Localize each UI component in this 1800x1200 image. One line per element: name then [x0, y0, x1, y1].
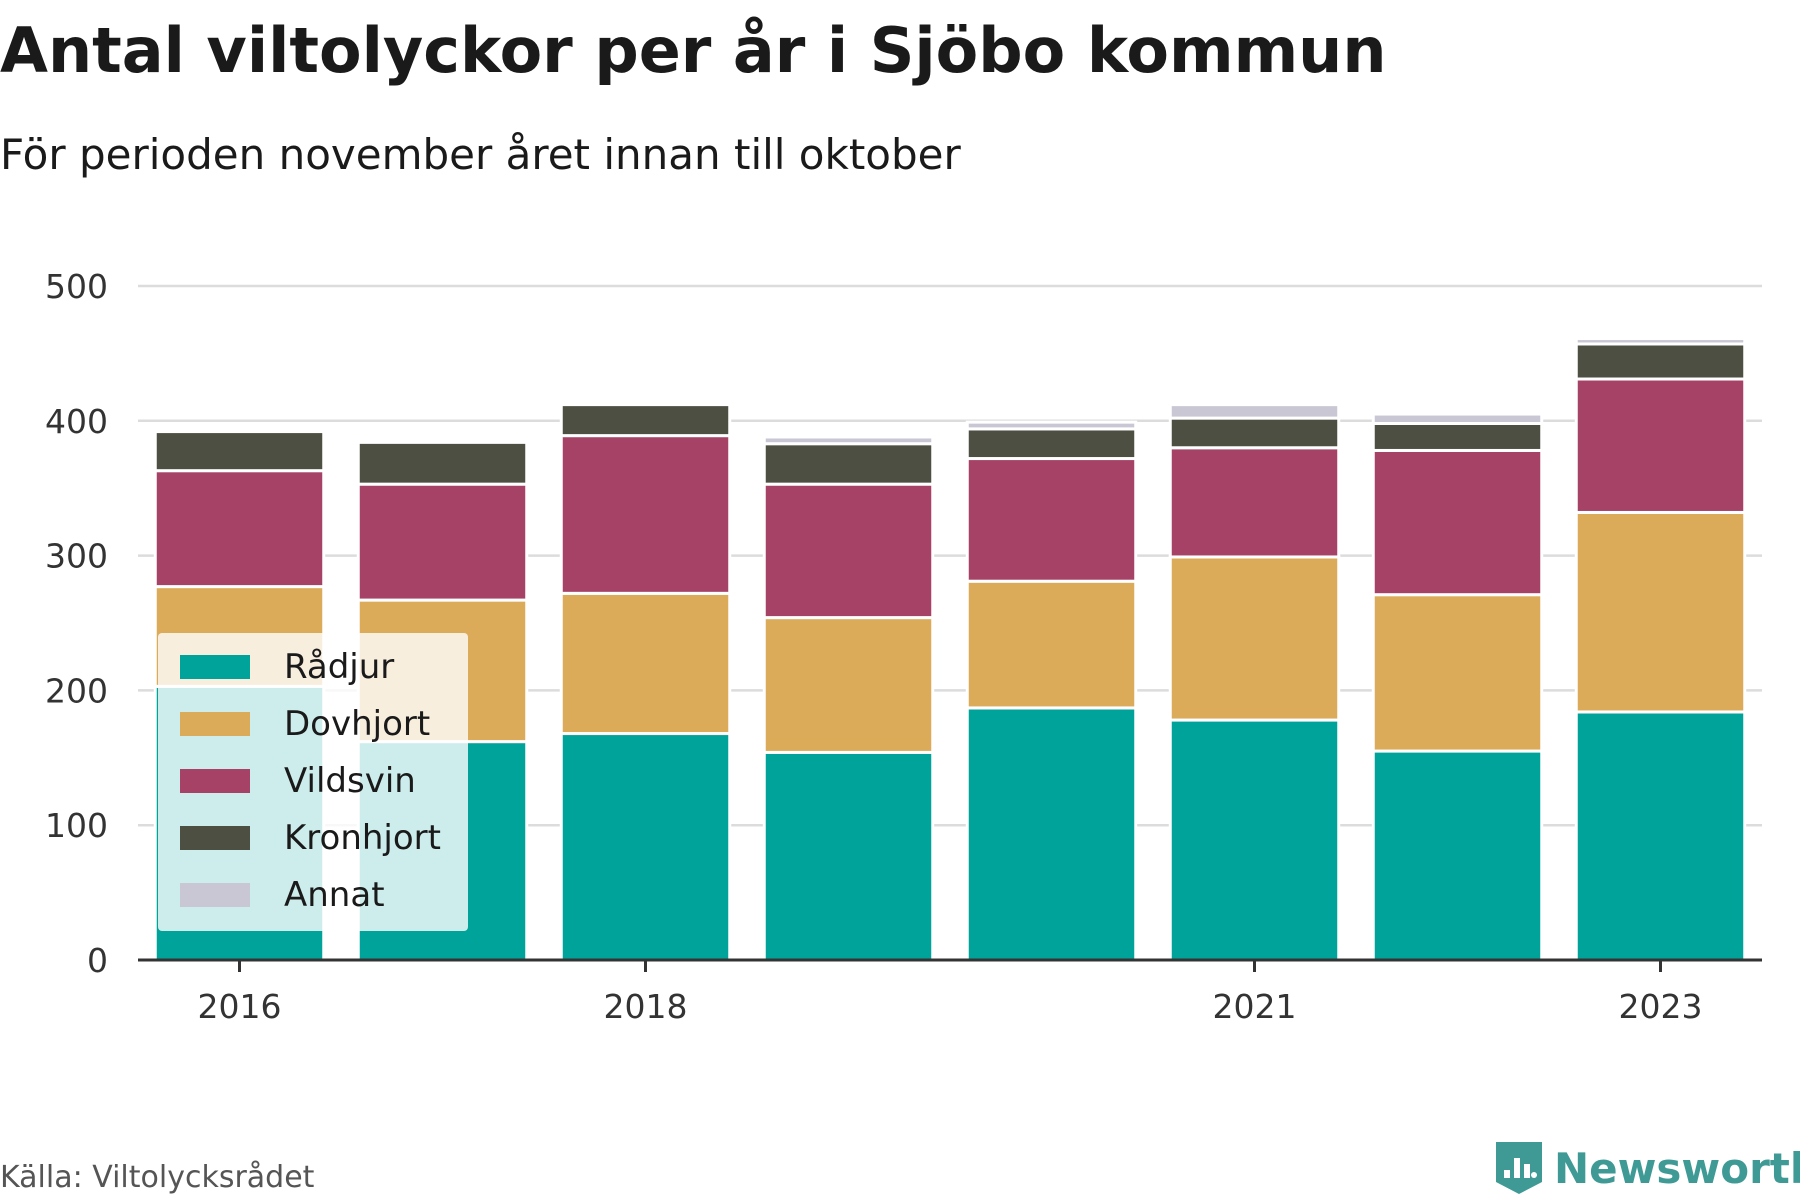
y-tick-label: 300: [45, 537, 108, 576]
brand-logo[interactable]: Newsworthy: [1494, 1140, 1800, 1196]
bar-segment: [965, 706, 1138, 962]
legend-item: Annat: [180, 875, 385, 915]
bar-segment: [153, 469, 326, 589]
bar-segment: [1371, 421, 1544, 452]
bar-segment: [559, 591, 732, 736]
bar-segment: [1168, 403, 1341, 420]
bar-segment: [1574, 377, 1747, 514]
bar-segment: [762, 750, 935, 962]
bar-segment: [559, 434, 732, 595]
bar-stack: [1371, 412, 1544, 962]
legend-item: Vildsvin: [180, 761, 416, 801]
x-axis: 2016 2018 2021 2023: [138, 958, 1762, 1026]
brand-name: Newsworthy: [1554, 1143, 1800, 1193]
y-tick-label: 400: [45, 402, 108, 441]
legend-label: Annat: [284, 875, 385, 915]
legend-item: Rådjur: [180, 647, 394, 687]
bar-segment: [965, 420, 1138, 431]
legend-item: Dovhjort: [180, 704, 430, 744]
newsworthy-logo-icon: [1496, 1142, 1542, 1194]
legend-swatch: [180, 769, 250, 793]
bar-segment: [1574, 337, 1747, 346]
bar-segment: [1168, 555, 1341, 722]
bar-segment: [762, 616, 935, 754]
x-tick-label: 2023: [1619, 987, 1703, 1026]
bar-segment: [1168, 416, 1341, 450]
bar-stack: [559, 403, 732, 962]
y-tick-label: 200: [45, 671, 108, 710]
bar-segment: [965, 457, 1138, 583]
bar-segment: [762, 435, 935, 446]
chart-title: Antal viltolyckor per år i Sjöbo kommun: [0, 14, 1387, 87]
legend-label: Kronhjort: [284, 818, 441, 858]
chart-legend: Rådjur Dovhjort Vildsvin Kronhjort Annat: [158, 633, 468, 931]
bar-segment: [965, 579, 1138, 710]
legend-label: Rådjur: [284, 647, 395, 687]
bar-segment: [1371, 593, 1544, 753]
bar-segment: [1371, 749, 1544, 962]
x-tick-label: 2016: [198, 987, 282, 1026]
legend-swatch: [180, 883, 250, 907]
y-tick-label: 100: [45, 806, 108, 845]
bar-segment: [356, 440, 529, 486]
bar-segment: [559, 732, 732, 962]
bar-stack: [965, 420, 1138, 962]
bar-segment: [762, 482, 935, 620]
bar-segment: [762, 442, 935, 486]
bar-segment: [1574, 710, 1747, 962]
bar-segment: [1371, 412, 1544, 425]
bar-stack: [1574, 337, 1747, 962]
bar-segment: [1574, 510, 1747, 714]
source-note: Källa: Viltolycksrådet: [0, 1160, 315, 1195]
chart-subtitle: För perioden november året innan till ok…: [0, 130, 961, 179]
bar-segment: [1168, 446, 1341, 559]
bar-stack: [1168, 403, 1341, 962]
bar-stack: [762, 435, 935, 962]
bar-segment: [1371, 448, 1544, 597]
x-tick-label: 2021: [1213, 987, 1297, 1026]
legend-swatch: [180, 712, 250, 736]
bar-segment: [1168, 718, 1341, 962]
legend-swatch: [180, 826, 250, 850]
y-tick-label: 500: [45, 267, 108, 306]
bar-segment: [965, 427, 1138, 461]
bar-segment: [356, 482, 529, 602]
legend-label: Vildsvin: [284, 761, 416, 801]
y-axis-tick-labels: 0 100 200 300 400 500: [45, 267, 108, 980]
legend-label: Dovhjort: [284, 704, 431, 744]
bar-segment: [1574, 342, 1747, 381]
y-tick-label: 0: [87, 941, 108, 980]
legend-item: Kronhjort: [180, 818, 441, 858]
x-tick-label: 2018: [604, 987, 688, 1026]
bar-segment: [559, 403, 732, 438]
legend-swatch: [180, 655, 250, 679]
bar-segment: [153, 430, 326, 473]
